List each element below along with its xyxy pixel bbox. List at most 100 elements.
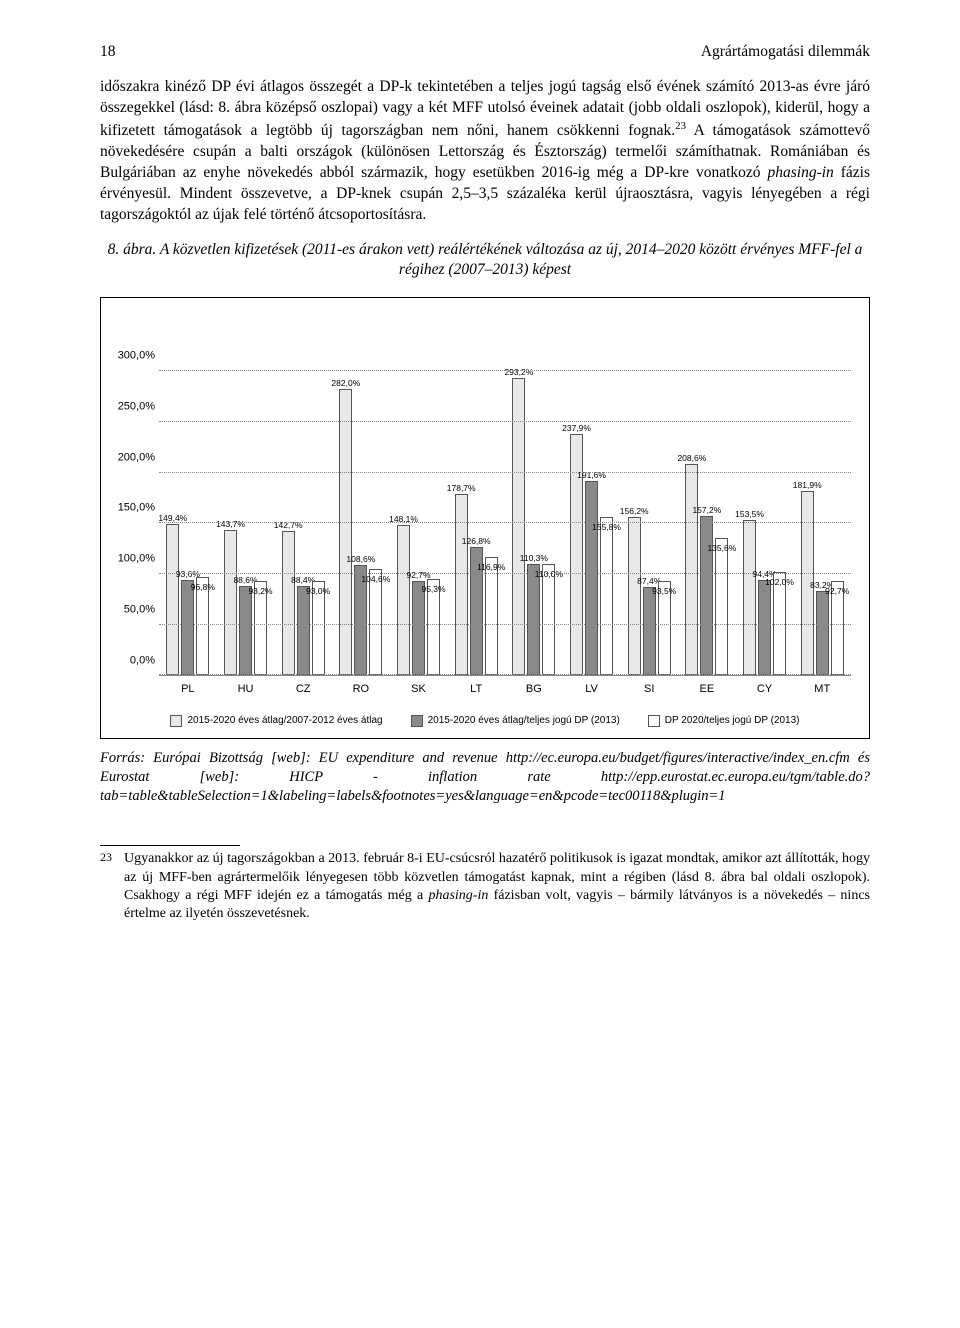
bar: 104,6% [369, 569, 382, 675]
legend-swatch [411, 715, 423, 727]
legend-item: 2015-2020 éves átlag/2007-2012 éves átla… [170, 714, 382, 728]
bar-value-label: 95,3% [421, 584, 445, 595]
running-title: Agrártámogatási dilemmák [701, 42, 870, 63]
bar-value-label: 126,8% [462, 536, 491, 547]
chart-plot: 149,4%93,6%96,8%143,7%88,6%93,2%142,7%88… [159, 320, 851, 676]
y-tick-label: 100,0% [107, 552, 155, 567]
bar-group: 237,9% 191,6%155,8% [563, 320, 621, 675]
x-tick-label: EE [678, 678, 736, 700]
x-tick-label: PL [159, 678, 217, 700]
bar: 93,2% [254, 581, 267, 676]
legend-swatch [648, 715, 660, 727]
bar-group: 153,5%94,4%102,0% [736, 320, 794, 675]
page-header: 18 Agrártámogatási dilemmák [100, 42, 870, 63]
bar: 148,1% [397, 525, 410, 675]
bar-group: 156,2% 87,4%93,5% [620, 320, 678, 675]
bar: 116,9% [485, 557, 498, 676]
x-tick-label: SK [390, 678, 448, 700]
x-tick-label: SI [620, 678, 678, 700]
bar: 88,4% [297, 586, 310, 676]
legend-label: 2015-2020 éves átlag/teljes jogú DP (201… [428, 714, 620, 728]
bar-value-label: 178,7% [447, 483, 476, 494]
chart-legend: 2015-2020 éves átlag/2007-2012 éves átla… [115, 714, 855, 728]
bar-value-label: 96,8% [191, 582, 215, 593]
bar: 191,6% [585, 481, 598, 675]
gridline [159, 370, 851, 371]
x-tick-label: LV [563, 678, 621, 700]
bar-group: 148,1%92,7%95,3% [390, 320, 448, 675]
bar: 143,7% [224, 530, 237, 676]
bar: 208,6% [685, 464, 698, 676]
bar-value-label: 116,9% [477, 562, 505, 573]
bar-value-label: 156,2% [620, 506, 649, 517]
y-tick-label: 250,0% [107, 400, 155, 415]
x-tick-label: LT [447, 678, 505, 700]
legend-label: 2015-2020 éves átlag/2007-2012 éves átla… [187, 714, 382, 728]
bar-group: 142,7%88,4%93,0% [274, 320, 332, 675]
bar: 135,6% [715, 538, 728, 676]
bar-value-label: 104,6% [361, 574, 390, 585]
bar-group: 143,7%88,6%93,2% [217, 320, 275, 675]
gridline [159, 421, 851, 422]
gridline [159, 522, 851, 523]
bar: 293,2% [512, 378, 525, 675]
chart-source: Forrás: Európai Bizottság [web]: EU expe… [100, 749, 870, 806]
gridline [159, 624, 851, 625]
legend-label: DP 2020/teljes jogú DP (2013) [665, 714, 800, 728]
bar: 149,4% [166, 524, 179, 676]
figure-caption: 8. ábra. A közvetlen kifizetések (2011-e… [100, 240, 870, 282]
chart-area: 149,4%93,6%96,8%143,7%88,6%93,2%142,7%88… [159, 320, 851, 700]
bar-value-label: 102,0% [765, 577, 794, 588]
y-tick-label: 0,0% [107, 653, 155, 668]
bar-value-label: 143,7% [216, 519, 245, 530]
bar: 88,6% [239, 586, 252, 676]
bar-value-label: 237,9% [562, 423, 591, 434]
bar-value-label: 153,5% [735, 509, 764, 520]
bar-value-label: 293,2% [504, 367, 533, 378]
y-tick-label: 200,0% [107, 450, 155, 465]
bar-value-label: 108,6% [346, 554, 375, 565]
bar-group: 208,6%157,2% 135,6% [678, 320, 736, 675]
bar: 93,6% [181, 580, 194, 675]
x-tick-label: HU [217, 678, 275, 700]
footnote-rule [100, 845, 240, 846]
bar: 87,4% [643, 587, 656, 676]
bar-value-label: 110,3% [520, 553, 548, 564]
bar: 93,5% [658, 581, 671, 676]
bar-group: 282,0%108,6% 104,6% [332, 320, 390, 675]
legend-item: 2015-2020 éves átlag/teljes jogú DP (201… [411, 714, 620, 728]
y-tick-label: 300,0% [107, 349, 155, 364]
bar-value-label: 148,1% [389, 514, 418, 525]
bar-value-label: 93,0% [306, 586, 330, 597]
bar-group: 293,2%110,3%110,0% [505, 320, 563, 675]
bar: 92,7% [412, 581, 425, 675]
gridline [159, 674, 851, 675]
legend-swatch [170, 715, 182, 727]
x-axis-labels: PLHUCZROSKLTBGLVSIEECYMT [159, 678, 851, 700]
x-tick-label: BG [505, 678, 563, 700]
bar: 96,8% [196, 577, 209, 675]
bar-value-label: 92,7% [825, 586, 849, 597]
gridline [159, 472, 851, 473]
legend-item: DP 2020/teljes jogú DP (2013) [648, 714, 800, 728]
bar: 282,0% [339, 389, 352, 675]
bar-value-label: 93,2% [248, 586, 272, 597]
footnote-number: 23 [100, 850, 116, 923]
bar: 110,0% [542, 564, 555, 676]
gridline [159, 573, 851, 574]
footnote: 23 Ugyanakkor az új tagországokban a 201… [100, 850, 870, 923]
x-tick-label: RO [332, 678, 390, 700]
bar: 95,3% [427, 579, 440, 676]
bar: 93,0% [312, 581, 325, 675]
body-paragraph: időszakra kinéző DP évi átlagos összegét… [100, 77, 870, 226]
x-tick-label: MT [793, 678, 851, 700]
chart-container: 149,4%93,6%96,8%143,7%88,6%93,2%142,7%88… [100, 297, 870, 739]
y-tick-label: 50,0% [107, 602, 155, 617]
bar-group: 181,9%83,2%92,7% [793, 320, 851, 675]
bar-value-label: 135,6% [707, 543, 736, 554]
bar: 83,2% [816, 591, 829, 675]
footnote-ref: 23 [675, 120, 686, 132]
bar: 142,7% [282, 531, 295, 676]
bar-value-label: 157,2% [692, 505, 721, 516]
bar-value-label: 155,8% [592, 522, 621, 533]
